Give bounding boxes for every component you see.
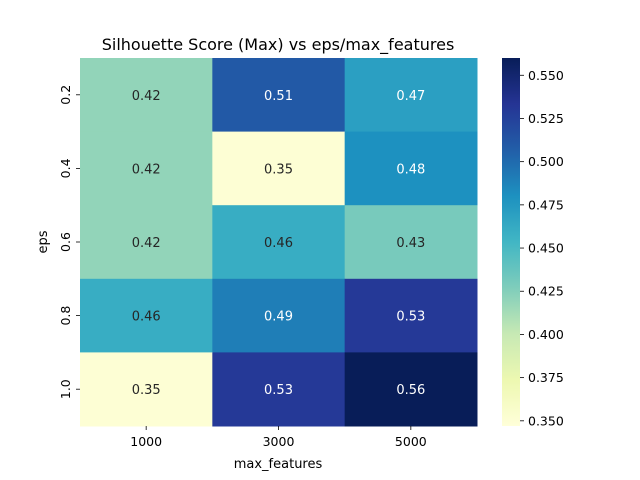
colorbar-tick-label: 0.525	[528, 111, 564, 126]
colorbar-tick-label: 0.350	[528, 413, 564, 428]
cell-value-label: 0.46	[132, 310, 161, 325]
cell-value-label: 0.35	[264, 162, 293, 177]
colorbar-tick-label: 0.425	[528, 284, 564, 299]
heatmap-cell	[80, 352, 213, 427]
x-tick-label: 1000	[130, 434, 162, 449]
cell-value-label: 0.53	[264, 383, 293, 398]
y-axis-label: eps	[36, 230, 51, 253]
y-axis: 0.2 0.4 0.6 0.8 1.0	[58, 85, 80, 399]
heatmap-cell	[80, 278, 213, 353]
cell-value-label: 0.56	[396, 383, 425, 398]
heatmap-cell	[212, 352, 346, 427]
cell-value-label: 0.42	[132, 236, 161, 251]
cell-value-label: 0.46	[264, 236, 293, 251]
x-tick-label: 3000	[263, 434, 295, 449]
colorbar: 0.350 0.375 0.400 0.425 0.450 0.475 0.500 0.525…	[502, 58, 564, 428]
heatmap-cell	[344, 278, 478, 353]
colorbar-tick-label: 0.400	[528, 327, 564, 342]
cell-value-label: 0.53	[396, 310, 425, 325]
heatmap-cell	[212, 131, 346, 206]
cell-value-label: 0.43	[396, 236, 425, 251]
heatmap-cell	[212, 58, 346, 133]
y-tick-label: 1.0	[58, 379, 73, 399]
heatmap-cell	[80, 131, 213, 206]
cell-value-label: 0.51	[264, 89, 293, 104]
heatmap-cell	[212, 278, 346, 353]
heatmap-cell	[344, 131, 478, 206]
cell-value-label: 0.42	[132, 89, 161, 104]
y-tick-label: 0.6	[58, 232, 73, 252]
heatmap-cells: 0.42 0.51 0.47 0.42 0.35 0.48 0.42 0.46 0.43 0.46…	[80, 58, 478, 427]
colorbar-gradient	[502, 58, 520, 426]
x-axis: 1000 3000 5000	[130, 426, 427, 449]
colorbar-tick-label: 0.550	[528, 68, 564, 83]
cell-value-label: 0.49	[264, 310, 293, 325]
heatmap-cell	[344, 205, 478, 280]
heatmap-cell	[80, 58, 213, 133]
colorbar-tick-label: 0.450	[528, 241, 564, 256]
colorbar-tick-label: 0.475	[528, 197, 564, 212]
heatmap-cell	[80, 205, 213, 280]
x-tick-label: 5000	[395, 434, 427, 449]
cell-value-label: 0.42	[132, 162, 161, 177]
colorbar-tick-label: 0.500	[528, 154, 564, 169]
chart-title: Silhouette Score (Max) vs eps/max_featur…	[102, 35, 455, 55]
x-axis-label: max_features	[234, 457, 323, 472]
cell-value-label: 0.35	[132, 383, 161, 398]
colorbar-tick-label: 0.375	[528, 370, 564, 385]
y-tick-label: 0.2	[58, 85, 73, 105]
heatmap-cell	[344, 352, 478, 427]
cell-value-label: 0.47	[396, 89, 425, 104]
y-tick-label: 0.4	[58, 158, 73, 178]
heatmap-cell	[212, 205, 346, 280]
heatmap-cell	[344, 58, 478, 133]
y-tick-label: 0.8	[58, 306, 73, 326]
cell-value-label: 0.48	[396, 162, 425, 177]
